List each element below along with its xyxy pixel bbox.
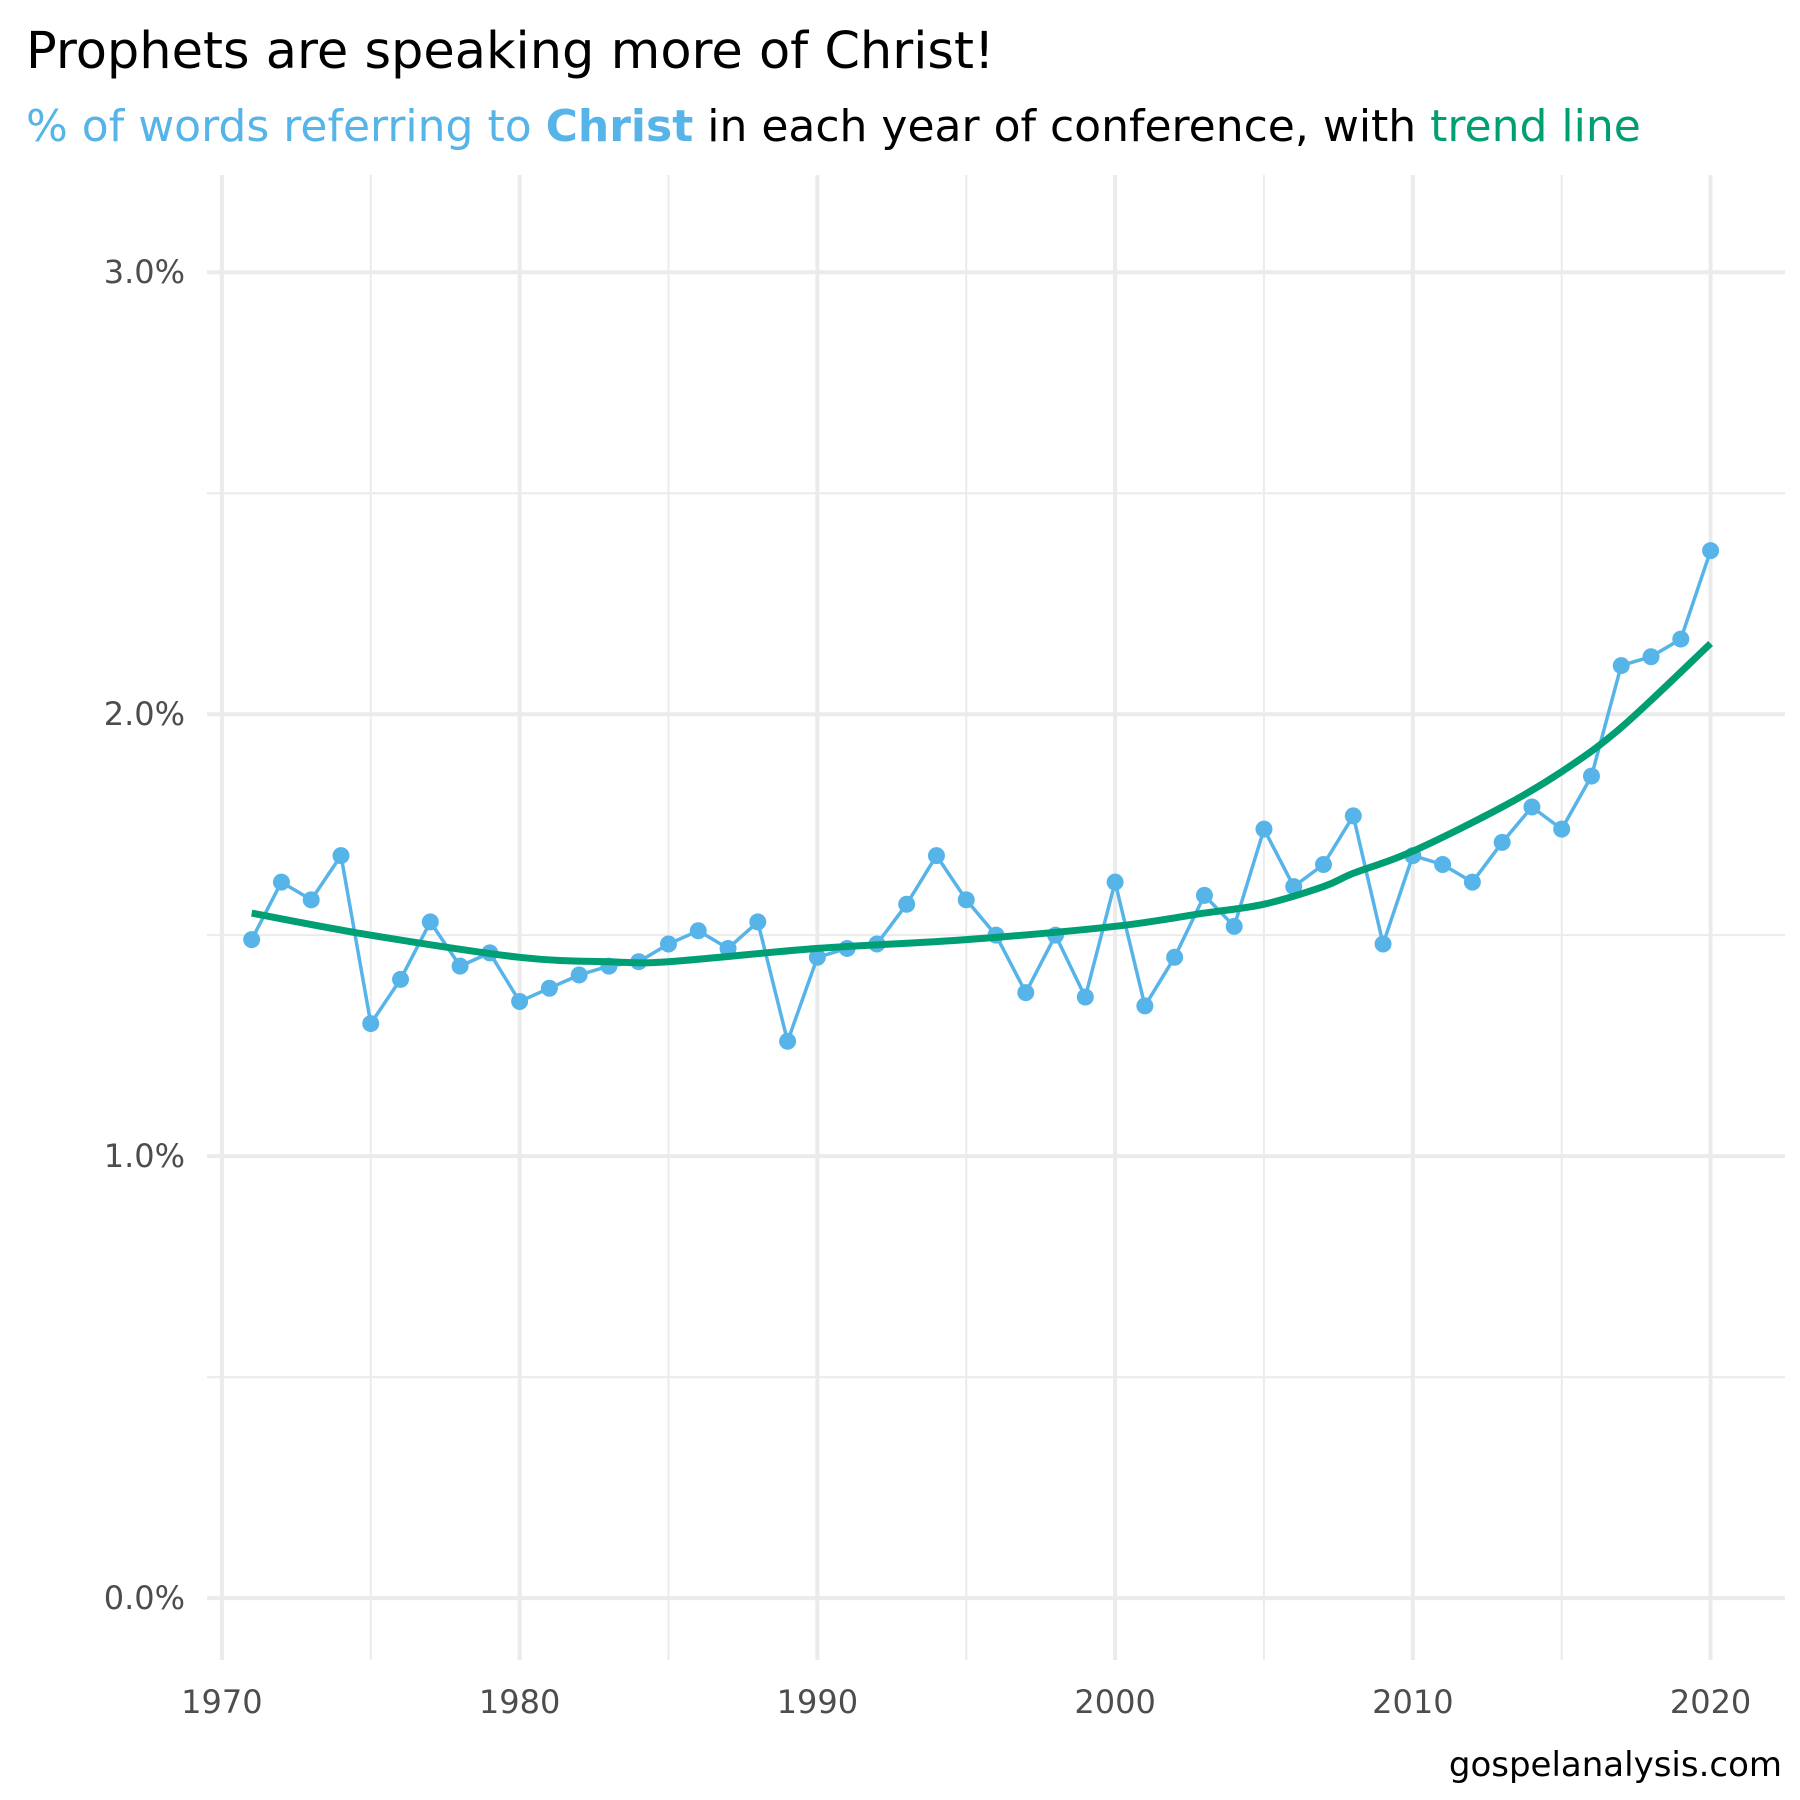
data-point	[362, 1015, 380, 1033]
trend-series	[251, 640, 1713, 967]
data-point	[243, 931, 261, 949]
data-point	[1225, 917, 1243, 935]
data-point	[1434, 855, 1452, 873]
x-tick-label: 1980	[479, 1683, 560, 1721]
chart-caption: gospelanalysis.com	[1449, 1745, 1782, 1785]
y-tick-label: 3.0%	[104, 253, 185, 291]
data-point	[898, 895, 916, 913]
data-point	[1136, 997, 1154, 1015]
subtitle-part4: trend line	[1430, 101, 1641, 152]
data-point	[1493, 833, 1511, 851]
y-axis: 0.0% 1.0% 2.0% 3.0%	[104, 253, 185, 1617]
data-point	[332, 847, 350, 865]
data-point	[808, 948, 826, 966]
data-point	[1374, 935, 1392, 953]
data-point	[689, 922, 707, 940]
data-point	[1553, 820, 1571, 838]
data-point	[957, 891, 975, 909]
data-point	[1463, 873, 1481, 891]
data-point	[570, 966, 588, 984]
data-point	[272, 873, 290, 891]
x-tick-label: 2000	[1074, 1683, 1155, 1721]
data-point	[1672, 630, 1690, 648]
data-point	[511, 992, 529, 1010]
data-point	[451, 957, 469, 975]
data-point	[1523, 798, 1541, 816]
data-point	[749, 913, 767, 931]
grid	[207, 175, 1785, 1660]
subtitle-part2: Christ	[546, 101, 694, 152]
x-tick-label: 1990	[777, 1683, 858, 1721]
data-point	[779, 1032, 797, 1050]
data-point	[1017, 984, 1035, 1002]
data-series	[243, 542, 1720, 1050]
y-tick-label: 0.0%	[104, 1579, 185, 1617]
trend-line	[251, 640, 1713, 967]
subtitle-part1: % of words referring to	[26, 101, 546, 152]
data-point	[1076, 988, 1094, 1006]
x-tick-label: 2010	[1372, 1683, 1453, 1721]
data-point	[1106, 873, 1124, 891]
x-tick-label: 2020	[1670, 1683, 1751, 1721]
data-point	[392, 970, 410, 988]
x-axis: 1970 1980 1990 2000 2010 2020	[181, 1683, 1751, 1721]
y-tick-label: 2.0%	[104, 695, 185, 733]
chart-title: Prophets are speaking more of Christ!	[26, 22, 994, 81]
data-point	[659, 935, 677, 953]
data-point	[1285, 878, 1303, 896]
data-point	[421, 913, 439, 931]
data-point	[302, 891, 320, 909]
data-point	[1612, 657, 1630, 675]
data-point	[1195, 886, 1213, 904]
chart-subtitle: % of words referring to Christ in each y…	[26, 101, 1641, 152]
data-point	[540, 979, 558, 997]
data-point	[1344, 807, 1362, 825]
y-tick-label: 1.0%	[104, 1137, 185, 1175]
subtitle-part3: in each year of conference, with	[693, 101, 1430, 152]
data-point	[1255, 820, 1273, 838]
x-tick-label: 1970	[181, 1683, 262, 1721]
data-point	[1166, 948, 1184, 966]
data-point	[1702, 542, 1720, 560]
data-point	[927, 847, 945, 865]
data-point	[1582, 767, 1600, 785]
data-point	[1315, 855, 1333, 873]
series-line	[250, 550, 1713, 1044]
data-point	[1642, 648, 1660, 666]
